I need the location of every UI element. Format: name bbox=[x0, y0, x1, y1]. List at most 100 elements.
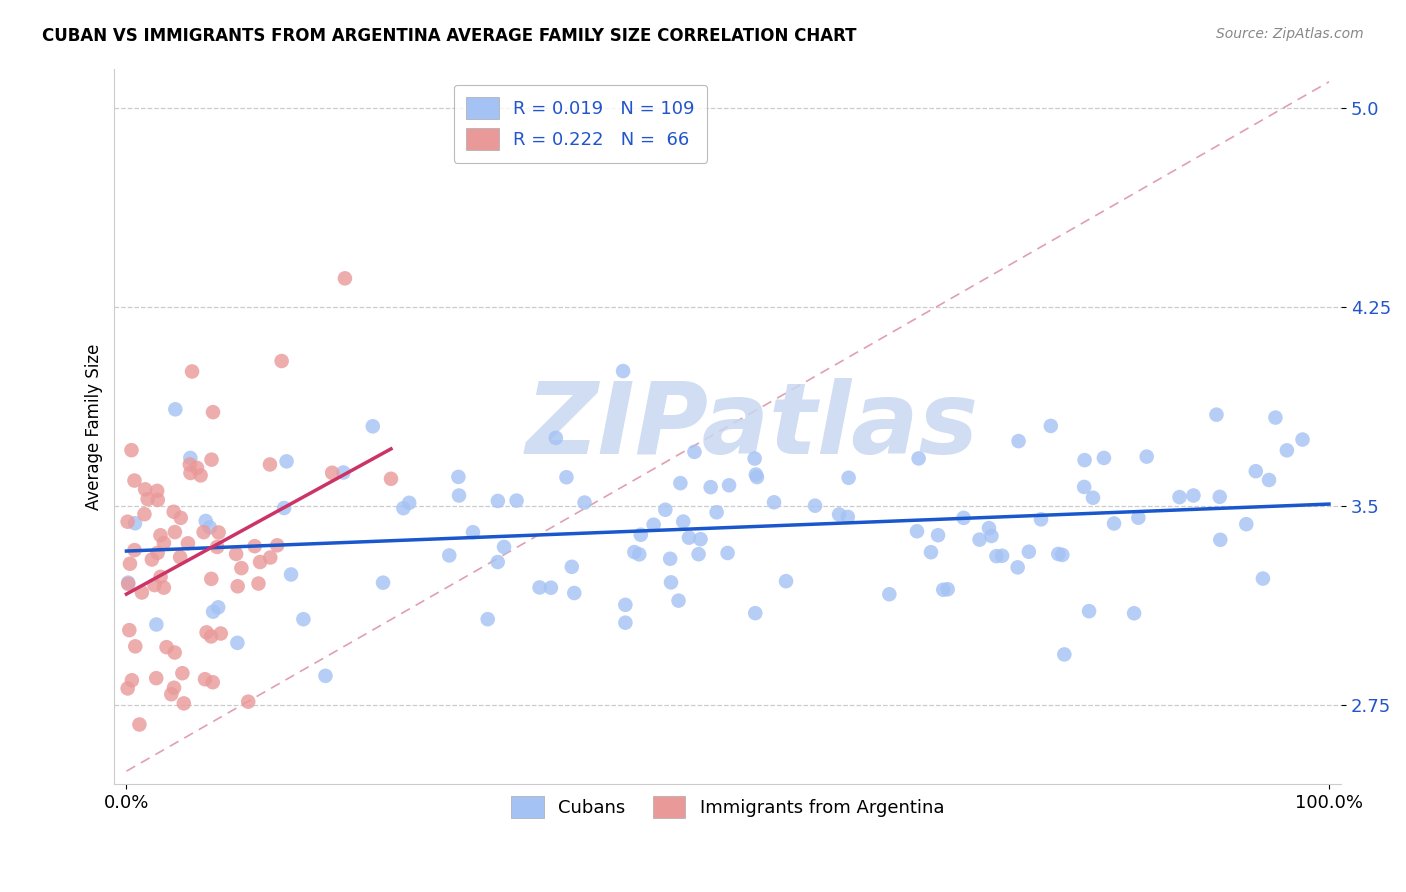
Point bbox=[654, 502, 676, 516]
Point bbox=[561, 559, 583, 574]
Point bbox=[837, 509, 859, 524]
Point bbox=[149, 528, 172, 542]
Point bbox=[1081, 491, 1104, 505]
Point bbox=[146, 492, 169, 507]
Point bbox=[699, 480, 721, 494]
Point bbox=[1264, 410, 1286, 425]
Point bbox=[439, 549, 461, 563]
Point bbox=[121, 673, 143, 688]
Point bbox=[179, 450, 201, 465]
Point bbox=[529, 581, 551, 595]
Point bbox=[202, 605, 225, 619]
Point bbox=[124, 474, 146, 488]
Point bbox=[1275, 443, 1298, 458]
Text: CUBAN VS IMMIGRANTS FROM ARGENTINA AVERAGE FAMILY SIZE CORRELATION CHART: CUBAN VS IMMIGRANTS FROM ARGENTINA AVERA… bbox=[42, 27, 856, 45]
Point bbox=[828, 508, 851, 522]
Point bbox=[201, 675, 224, 690]
Point bbox=[249, 555, 271, 569]
Point bbox=[117, 681, 139, 696]
Point bbox=[280, 567, 302, 582]
Point bbox=[1039, 419, 1062, 434]
Point bbox=[688, 547, 710, 561]
Point bbox=[225, 547, 247, 561]
Point bbox=[1234, 517, 1257, 532]
Point bbox=[1258, 473, 1281, 487]
Point bbox=[1251, 572, 1274, 586]
Point bbox=[292, 612, 315, 626]
Point bbox=[226, 636, 249, 650]
Point bbox=[544, 431, 567, 445]
Point bbox=[1209, 490, 1232, 504]
Point bbox=[1007, 434, 1029, 449]
Point bbox=[672, 515, 695, 529]
Point bbox=[716, 546, 738, 560]
Point bbox=[668, 593, 690, 607]
Point bbox=[775, 574, 797, 589]
Point bbox=[231, 561, 253, 575]
Point bbox=[398, 496, 420, 510]
Point bbox=[193, 525, 215, 540]
Point bbox=[273, 501, 295, 516]
Point bbox=[628, 547, 651, 561]
Text: ZIPatlas: ZIPatlas bbox=[526, 378, 979, 475]
Point bbox=[555, 470, 578, 484]
Point bbox=[461, 525, 484, 540]
Point bbox=[333, 271, 356, 285]
Point bbox=[927, 528, 949, 542]
Point bbox=[194, 514, 217, 528]
Point bbox=[669, 476, 692, 491]
Point bbox=[447, 470, 470, 484]
Point bbox=[991, 549, 1014, 563]
Point bbox=[177, 536, 200, 550]
Point bbox=[259, 458, 281, 472]
Point bbox=[163, 681, 186, 695]
Point bbox=[190, 468, 212, 483]
Point bbox=[118, 557, 141, 571]
Point bbox=[1078, 604, 1101, 618]
Point bbox=[804, 499, 827, 513]
Point bbox=[977, 521, 1000, 535]
Point bbox=[879, 587, 901, 601]
Point bbox=[179, 458, 201, 472]
Point bbox=[145, 617, 167, 632]
Point bbox=[276, 454, 298, 468]
Point bbox=[1053, 648, 1076, 662]
Point bbox=[1209, 533, 1232, 547]
Point bbox=[678, 531, 700, 545]
Point bbox=[173, 697, 195, 711]
Legend: Cubans, Immigrants from Argentina: Cubans, Immigrants from Argentina bbox=[505, 789, 952, 825]
Point bbox=[247, 576, 270, 591]
Point bbox=[745, 470, 768, 484]
Point bbox=[659, 575, 682, 590]
Point bbox=[1007, 560, 1029, 574]
Point bbox=[118, 623, 141, 637]
Point bbox=[149, 570, 172, 584]
Point bbox=[200, 572, 222, 586]
Point bbox=[163, 646, 186, 660]
Point bbox=[165, 402, 187, 417]
Point bbox=[146, 483, 169, 498]
Point bbox=[141, 552, 163, 566]
Point bbox=[200, 452, 222, 467]
Point bbox=[492, 540, 515, 554]
Point bbox=[332, 466, 354, 480]
Point bbox=[838, 471, 860, 485]
Point bbox=[920, 545, 942, 559]
Point bbox=[226, 579, 249, 593]
Point bbox=[612, 364, 634, 378]
Point bbox=[172, 666, 194, 681]
Point bbox=[124, 640, 146, 654]
Point bbox=[486, 494, 509, 508]
Point bbox=[160, 687, 183, 701]
Point bbox=[540, 581, 562, 595]
Point bbox=[270, 354, 292, 368]
Text: Source: ZipAtlas.com: Source: ZipAtlas.com bbox=[1216, 27, 1364, 41]
Point bbox=[1102, 516, 1125, 531]
Point bbox=[131, 585, 153, 599]
Point bbox=[1205, 408, 1227, 422]
Point bbox=[163, 505, 186, 519]
Point bbox=[117, 577, 139, 591]
Point bbox=[361, 419, 384, 434]
Point bbox=[134, 483, 156, 497]
Point bbox=[1291, 433, 1313, 447]
